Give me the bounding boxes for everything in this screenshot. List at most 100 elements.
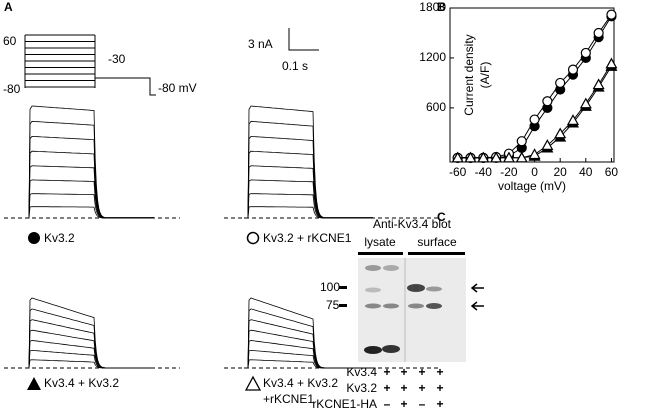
x-tick-label: 0 — [531, 165, 538, 179]
condition-label: Kv3.2 — [44, 231, 75, 245]
current-trace — [244, 206, 373, 219]
x-axis-label: voltage (mV) — [498, 179, 566, 193]
current-trace — [244, 165, 373, 219]
y-tick-label: 1200 — [419, 50, 446, 64]
data-point — [451, 151, 464, 163]
row-label: rKCNE1-HA — [312, 397, 377, 411]
condition-symbol — [244, 375, 262, 391]
data-point — [579, 97, 592, 109]
condition-symbol — [28, 232, 40, 244]
current-trace — [25, 120, 154, 219]
condition-label: Kv3.4 + Kv3.2 — [44, 376, 119, 390]
data-point — [490, 151, 503, 163]
x-tick-label: 20 — [554, 165, 568, 179]
current-trace — [25, 135, 154, 219]
row-sign: + — [400, 365, 407, 379]
condition-symbol — [246, 231, 260, 245]
protocol-label: -30 — [108, 52, 126, 66]
current-trace — [25, 349, 154, 369]
data-point — [542, 96, 553, 107]
row-sign: + — [418, 365, 425, 379]
condition-label: +rKCNE1 — [263, 392, 314, 406]
data-point — [580, 47, 591, 59]
row-sign: + — [436, 381, 443, 395]
data-point — [529, 114, 540, 125]
scale-label: 0.1 s — [282, 59, 308, 73]
current-trace — [244, 105, 373, 219]
current-trace — [25, 319, 154, 369]
data-point — [554, 127, 567, 139]
current-trace — [244, 179, 373, 219]
row-sign: + — [383, 365, 390, 379]
row-label: Kv3.2 — [346, 381, 377, 395]
arrow — [470, 283, 484, 293]
data-point — [464, 151, 477, 163]
current-trace — [25, 297, 154, 369]
condition-label: Kv3.2 + rKCNE1 — [263, 231, 352, 245]
data-point — [502, 151, 515, 163]
current-trace — [25, 359, 154, 369]
row-sign: + — [436, 365, 443, 379]
row-label: Kv3.4 — [346, 365, 377, 379]
blot — [358, 258, 466, 362]
y-tick-label: 1800 — [419, 0, 446, 14]
y-axis-label: (A/F) — [478, 62, 492, 89]
current-trace — [25, 179, 154, 219]
current-trace — [25, 105, 154, 219]
y-tick-label: 600 — [426, 100, 446, 114]
panel-label: C — [437, 210, 446, 224]
blot-group: lysate — [364, 235, 396, 249]
data-point — [593, 27, 604, 39]
data-point — [566, 114, 580, 125]
condition-label: Kv3.4 + Kv3.2 — [263, 376, 338, 390]
current-trace — [25, 340, 154, 369]
row-sign: + — [400, 381, 407, 395]
row-sign: + — [383, 381, 390, 395]
current-trace — [244, 340, 373, 369]
size-tick — [339, 286, 347, 289]
row-sign: – — [384, 397, 391, 411]
data-point — [592, 78, 605, 90]
current-trace — [244, 150, 373, 219]
blot-group: surface — [417, 235, 457, 249]
current-trace — [244, 135, 373, 219]
size-label: 100 — [320, 280, 340, 294]
data-point — [567, 64, 579, 75]
row-sign: + — [436, 397, 443, 411]
size-label: 75 — [326, 298, 340, 312]
group-bar — [408, 252, 465, 255]
current-trace — [25, 150, 154, 219]
data-point — [606, 9, 617, 20]
current-trace — [244, 120, 373, 219]
data-point — [477, 151, 490, 163]
data-point — [541, 139, 554, 150]
x-tick-label: 40 — [579, 165, 593, 179]
arrow — [470, 301, 484, 311]
row-sign: + — [418, 381, 425, 395]
data-point — [516, 136, 527, 147]
blot-title: Anti-Kv3.4 blot — [373, 217, 452, 231]
current-trace — [244, 193, 373, 219]
current-trace — [25, 165, 154, 219]
scale-label: 3 nA — [248, 37, 273, 51]
panel-label: B — [437, 0, 446, 14]
x-tick-label: -20 — [500, 165, 518, 179]
data-point — [528, 148, 541, 160]
data-point — [555, 77, 566, 89]
panel-label: A — [4, 0, 13, 14]
x-tick-label: 60 — [605, 165, 619, 179]
data-point — [605, 57, 618, 69]
x-tick-label: -60 — [449, 165, 467, 179]
group-bar — [358, 252, 403, 255]
x-tick-label: -40 — [475, 165, 493, 179]
protocol-label: -80 mV — [158, 81, 197, 95]
current-trace — [25, 329, 154, 369]
current-trace — [244, 297, 373, 369]
voltage-protocol — [24, 34, 156, 96]
current-trace — [25, 206, 154, 219]
current-trace — [25, 193, 154, 219]
current-trace — [244, 319, 373, 369]
size-tick — [339, 304, 347, 307]
plot-frame — [449, 7, 615, 163]
